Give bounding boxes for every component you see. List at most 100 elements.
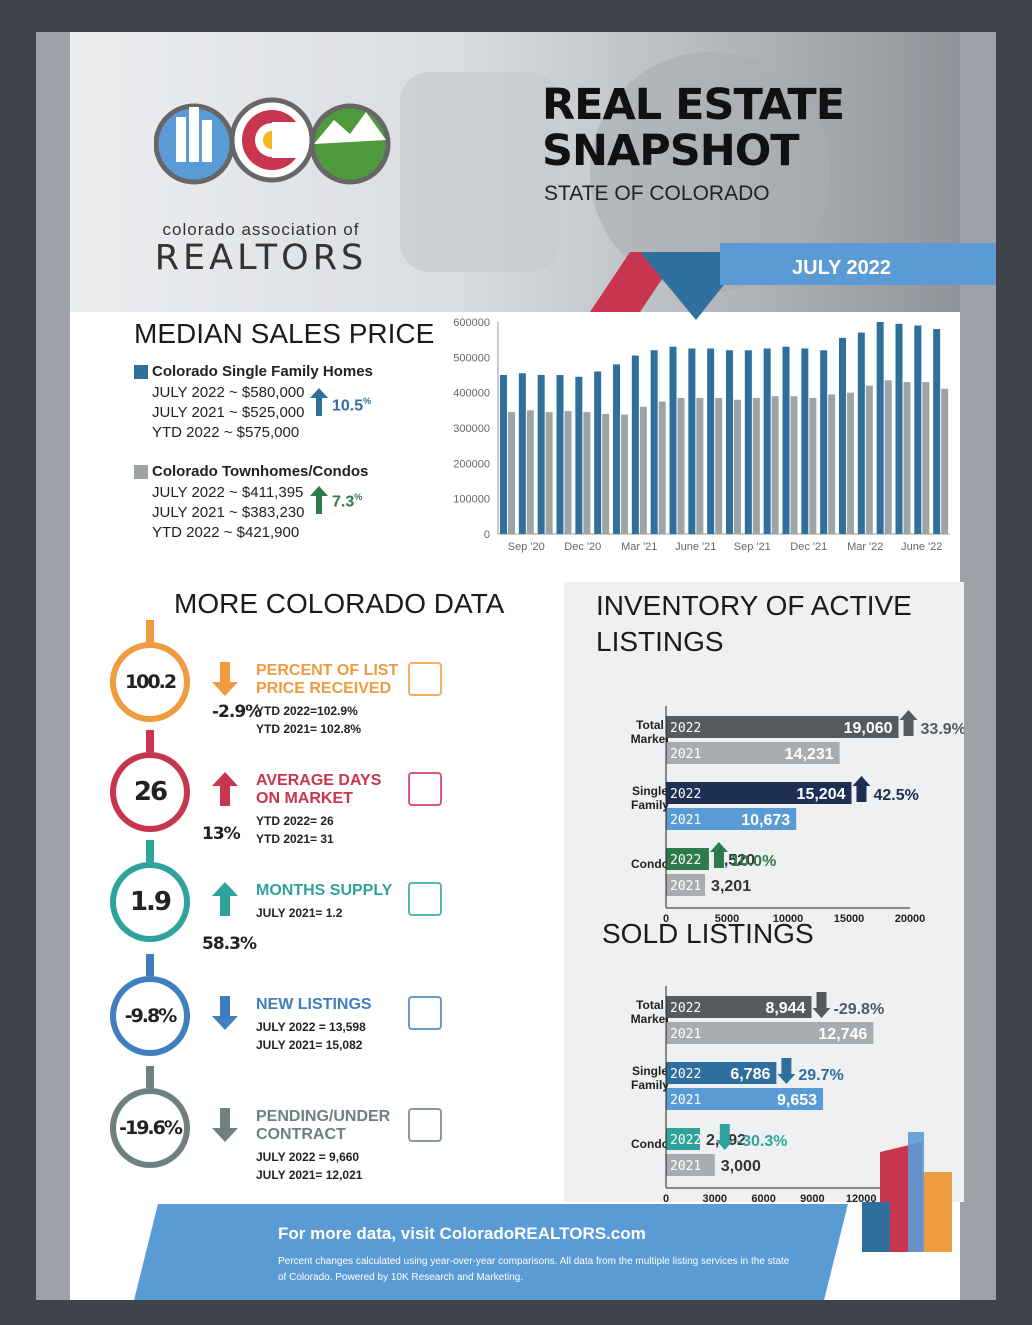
group-label: Family bbox=[631, 798, 669, 812]
condo-line-1: JULY 2022 ~ $411,395 bbox=[152, 484, 304, 501]
year-label: 2022 bbox=[670, 1001, 701, 1016]
group-label: Single bbox=[632, 1064, 668, 1078]
bar-single-family bbox=[613, 364, 620, 534]
arrow-down-icon bbox=[212, 996, 238, 1030]
group-label: Total bbox=[636, 998, 664, 1012]
page-frame: colorado association of REALTORS REAL ES… bbox=[36, 32, 996, 1300]
metric-ring bbox=[110, 1088, 190, 1168]
bar-single-family bbox=[726, 350, 733, 534]
org-line1: colorado association of bbox=[162, 220, 360, 239]
group-label: Market bbox=[631, 1012, 670, 1026]
y-tick-label: 100000 bbox=[453, 494, 490, 506]
metric-label: PENDING/UNDER CONTRACT bbox=[256, 1108, 391, 1143]
bar-single-family bbox=[876, 322, 884, 534]
metric-detail: JULY 2022 = 13,598 JULY 2021= 15,082 bbox=[256, 1020, 366, 1052]
arrow-shape bbox=[212, 662, 238, 696]
buildings-icon bbox=[862, 1132, 952, 1252]
bar-single-family bbox=[820, 350, 828, 534]
legend-condo-title: Colorado Townhomes/Condos bbox=[152, 463, 369, 480]
x-tick-label: Dec '21 bbox=[790, 541, 827, 553]
x-tick-label: 10000 bbox=[773, 913, 804, 925]
bar-single-family bbox=[857, 332, 865, 534]
arrow-down-icon bbox=[812, 992, 831, 1018]
footer-note: Percent changes calculated using year-ov… bbox=[278, 1256, 790, 1283]
arrow-up-icon bbox=[899, 710, 918, 736]
inventory-heading: INVENTORY OF ACTIVE LISTINGS bbox=[596, 588, 912, 660]
arrow-down-icon bbox=[777, 1058, 796, 1084]
x-tick-label: 6000 bbox=[751, 1193, 775, 1205]
bar-condo bbox=[545, 412, 553, 534]
year-label: 2022 bbox=[670, 721, 701, 736]
bar-condo bbox=[734, 399, 741, 534]
bar-condo bbox=[771, 396, 779, 534]
change-label: 29.7% bbox=[798, 1067, 843, 1084]
page-content: colorado association of REALTORS REAL ES… bbox=[70, 32, 996, 1300]
bar-2021 bbox=[666, 742, 840, 764]
chart-icon bbox=[408, 996, 442, 1030]
metric-connector bbox=[146, 1066, 154, 1088]
bar-condo bbox=[715, 397, 723, 534]
bar-2021 bbox=[666, 1088, 824, 1110]
change-label: -29.8% bbox=[833, 1001, 884, 1018]
bar-value-label: 14,231 bbox=[785, 746, 834, 763]
arrow-shape bbox=[212, 996, 238, 1030]
x-tick-label: Sep '21 bbox=[734, 541, 771, 553]
x-tick-label: 20000 bbox=[895, 913, 926, 925]
bar-single-family bbox=[518, 373, 526, 534]
year-label: 2021 bbox=[670, 879, 701, 894]
bar-condo bbox=[809, 397, 817, 534]
metric-label: AVERAGE DAYS ON MARKET bbox=[256, 772, 382, 807]
bar-value-label: 3,201 bbox=[711, 878, 751, 895]
legend-condo-swatch bbox=[134, 465, 148, 479]
arrow-shape bbox=[212, 1108, 238, 1142]
x-tick-label: 9000 bbox=[800, 1193, 824, 1205]
bar-single-family bbox=[556, 375, 564, 534]
arrow-up-icon bbox=[310, 486, 328, 514]
legend-single-title: Colorado Single Family Homes bbox=[152, 363, 373, 380]
metric-connector bbox=[146, 840, 154, 862]
single-line-2: JULY 2021 ~ $525,000 bbox=[152, 404, 305, 421]
condo-change-value: 7.3 bbox=[332, 493, 355, 511]
bar-condo bbox=[564, 411, 572, 534]
bar-2022 bbox=[666, 782, 852, 804]
bar-2021 bbox=[666, 874, 706, 896]
single-line-1: JULY 2022 ~ $580,000 bbox=[152, 384, 305, 401]
single-change: 10.5% bbox=[332, 396, 371, 415]
bar-value-label: 3,000 bbox=[721, 1158, 761, 1175]
arrow-down-icon bbox=[715, 1124, 734, 1150]
bar-2021 bbox=[666, 808, 797, 830]
bar-value-label: 8,944 bbox=[765, 1000, 805, 1017]
bar-condo bbox=[639, 406, 647, 534]
bar-condo bbox=[865, 385, 873, 534]
y-tick-label: 500000 bbox=[453, 352, 490, 364]
metric-value: 100.2 bbox=[116, 648, 184, 716]
x-tick-label: 3000 bbox=[703, 1193, 727, 1205]
median-heading: MEDIAN SALES PRICE bbox=[134, 318, 435, 349]
bar-condo bbox=[583, 412, 591, 534]
bar-value-label: 9,653 bbox=[777, 1092, 817, 1109]
footer-headline[interactable]: For more data, visit ColoradoREALTORS.co… bbox=[278, 1224, 646, 1243]
metric-detail: YTD 2022= 26 YTD 2021= 31 bbox=[256, 814, 334, 846]
logo-icon bbox=[154, 97, 391, 185]
bar-single-family bbox=[669, 346, 677, 534]
bar-single-family bbox=[631, 355, 639, 534]
metric-value: -19.6% bbox=[116, 1094, 184, 1162]
calendar-icon bbox=[408, 772, 442, 806]
bar-condo bbox=[508, 412, 515, 534]
metric-label: MONTHS SUPPLY bbox=[256, 882, 393, 899]
year-label: 2022 bbox=[670, 1067, 701, 1082]
bar-single-family bbox=[537, 375, 545, 534]
bar-condo bbox=[696, 397, 704, 534]
bar-condo bbox=[752, 397, 760, 534]
percent-icon bbox=[408, 662, 442, 696]
inventory-heading-line2: LISTINGS bbox=[596, 626, 724, 657]
refresh-icon bbox=[408, 882, 442, 916]
metric-value: 26 bbox=[116, 758, 184, 826]
title-line2: SNAPSHOT bbox=[542, 126, 800, 176]
legend-single-swatch bbox=[134, 365, 148, 379]
condo-change-unit: % bbox=[354, 492, 363, 502]
metric-ring bbox=[110, 642, 190, 722]
x-tick-label: 0 bbox=[663, 913, 669, 925]
metric-detail: JULY 2021= 1.2 bbox=[256, 906, 343, 920]
bar-single-family bbox=[707, 348, 715, 534]
